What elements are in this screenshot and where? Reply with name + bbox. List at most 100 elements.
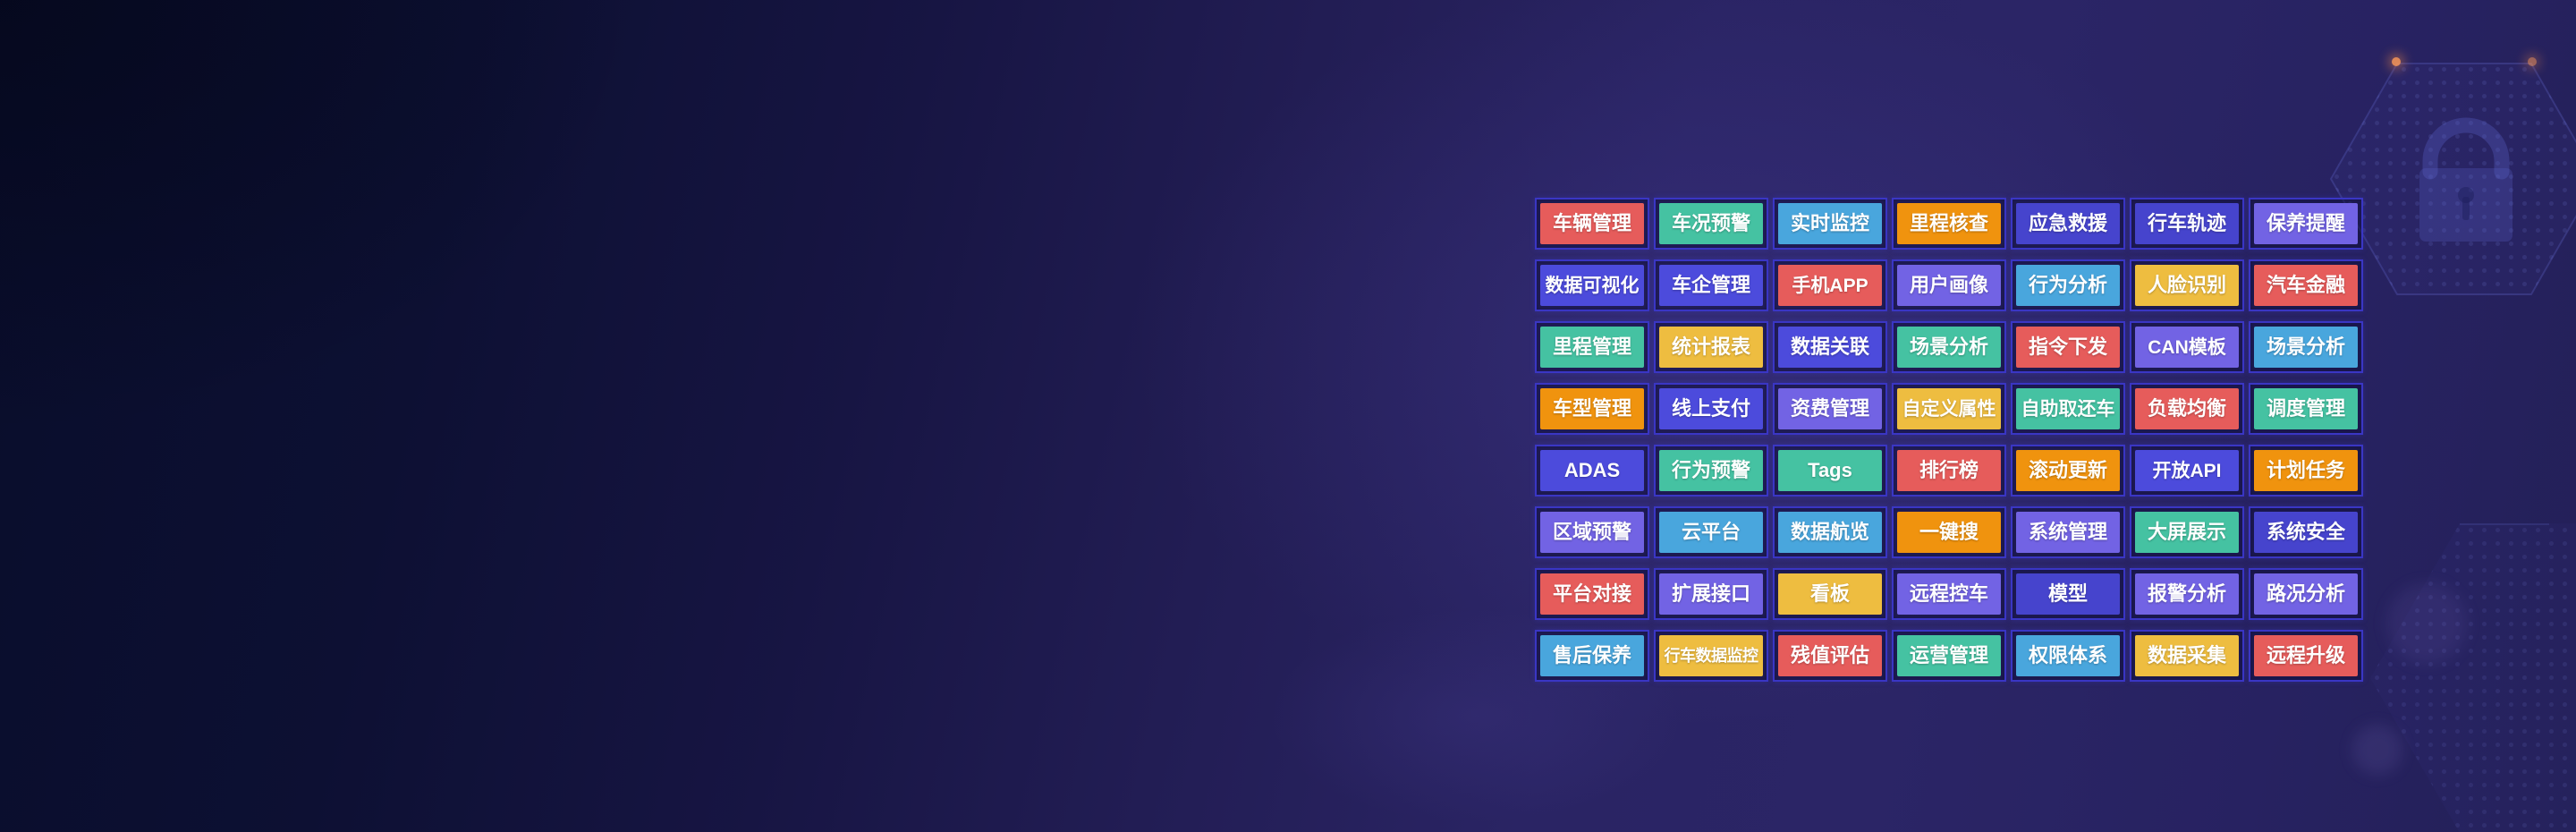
glow-dot-icon xyxy=(2392,57,2401,66)
feature-button[interactable]: 区域预警 xyxy=(1540,512,1644,553)
feature-cell: 车型管理 xyxy=(1535,383,1649,435)
feature-button[interactable]: 数据航览 xyxy=(1778,512,1882,553)
feature-cell: 自定义属性 xyxy=(1892,383,2006,435)
feature-cell: 模型 xyxy=(2011,568,2125,620)
feature-cell: 一键搜 xyxy=(1892,506,2006,558)
feature-cell: CAN模板 xyxy=(2130,321,2244,373)
feature-button[interactable]: 远程控车 xyxy=(1897,573,2001,615)
feature-button[interactable]: 滚动更新 xyxy=(2016,450,2120,491)
feature-cell: 运营管理 xyxy=(1892,630,2006,682)
feature-button[interactable]: ADAS xyxy=(1540,450,1644,491)
feature-cell: Tags xyxy=(1773,445,1887,497)
feature-cell: 用户画像 xyxy=(1892,259,2006,311)
feature-button[interactable]: 里程管理 xyxy=(1540,327,1644,368)
feature-cell: 权限体系 xyxy=(2011,630,2125,682)
feature-button[interactable]: 售后保养 xyxy=(1540,635,1644,676)
feature-button[interactable]: 人脸识别 xyxy=(2135,265,2239,306)
feature-button[interactable]: 车辆管理 xyxy=(1540,203,1644,244)
feature-button[interactable]: 自定义属性 xyxy=(1897,388,2001,429)
feature-button[interactable]: 用户画像 xyxy=(1897,265,2001,306)
feature-button[interactable]: 自助取还车 xyxy=(2016,388,2120,429)
feature-button[interactable]: 场景分析 xyxy=(2254,327,2358,368)
feature-cell: 场景分析 xyxy=(2249,321,2363,373)
feature-button[interactable]: 汽车金融 xyxy=(2254,265,2358,306)
feature-cell: 行为预警 xyxy=(1654,445,1768,497)
feature-button[interactable]: 数据关联 xyxy=(1778,327,1882,368)
feature-cell: 滚动更新 xyxy=(2011,445,2125,497)
feature-button[interactable]: 看板 xyxy=(1778,573,1882,615)
hexagon-pattern xyxy=(2330,63,2576,295)
feature-cell: 自助取还车 xyxy=(2011,383,2125,435)
feature-cell: 车企管理 xyxy=(1654,259,1768,311)
feature-cell: 路况分析 xyxy=(2249,568,2363,620)
feature-button[interactable]: CAN模板 xyxy=(2135,327,2239,368)
feature-button[interactable]: 云平台 xyxy=(1659,512,1763,553)
feature-cell: 区域预警 xyxy=(1535,506,1649,558)
feature-cell: ADAS xyxy=(1535,445,1649,497)
feature-cell: 云平台 xyxy=(1654,506,1768,558)
feature-button[interactable]: 运营管理 xyxy=(1897,635,2001,676)
feature-cell: 计划任务 xyxy=(2249,445,2363,497)
feature-cell: 场景分析 xyxy=(1892,321,2006,373)
feature-button[interactable]: 车型管理 xyxy=(1540,388,1644,429)
feature-cell: 远程控车 xyxy=(1892,568,2006,620)
feature-button[interactable]: 资费管理 xyxy=(1778,388,1882,429)
feature-cell: 指令下发 xyxy=(2011,321,2125,373)
feature-button[interactable]: 指令下发 xyxy=(2016,327,2120,368)
feature-cell: 系统安全 xyxy=(2249,506,2363,558)
feature-cell: 行车轨迹 xyxy=(2130,198,2244,250)
feature-button[interactable]: 残值评估 xyxy=(1778,635,1882,676)
feature-cell: 数据航览 xyxy=(1773,506,1887,558)
feature-button[interactable]: 线上支付 xyxy=(1659,388,1763,429)
feature-button[interactable]: 一键搜 xyxy=(1897,512,2001,553)
feature-button[interactable]: 数据采集 xyxy=(2135,635,2239,676)
feature-button[interactable]: Tags xyxy=(1778,450,1882,491)
feature-button[interactable]: 统计报表 xyxy=(1659,327,1763,368)
feature-button[interactable]: 系统安全 xyxy=(2254,512,2358,553)
feature-button[interactable]: 实时监控 xyxy=(1778,203,1882,244)
hexagon-pattern xyxy=(2370,523,2576,832)
feature-cell: 平台对接 xyxy=(1535,568,1649,620)
feature-button[interactable]: 车企管理 xyxy=(1659,265,1763,306)
feature-cell: 车况预警 xyxy=(1654,198,1768,250)
feature-cell: 售后保养 xyxy=(1535,630,1649,682)
feature-cell: 残值评估 xyxy=(1773,630,1887,682)
feature-button[interactable]: 场景分析 xyxy=(1897,327,2001,368)
feature-button[interactable]: 调度管理 xyxy=(2254,388,2358,429)
feature-button[interactable]: 负载均衡 xyxy=(2135,388,2239,429)
feature-button[interactable]: 路况分析 xyxy=(2254,573,2358,615)
feature-button[interactable]: 行为预警 xyxy=(1659,450,1763,491)
feature-button[interactable]: 平台对接 xyxy=(1540,573,1644,615)
feature-button[interactable]: 排行榜 xyxy=(1897,450,2001,491)
feature-cell: 系统管理 xyxy=(2011,506,2125,558)
feature-button[interactable]: 应急救援 xyxy=(2016,203,2120,244)
feature-button[interactable]: 行车轨迹 xyxy=(2135,203,2239,244)
feature-button[interactable]: 扩展接口 xyxy=(1659,573,1763,615)
feature-button[interactable]: 模型 xyxy=(2016,573,2120,615)
feature-cell: 车辆管理 xyxy=(1535,198,1649,250)
feature-button[interactable]: 远程升级 xyxy=(2254,635,2358,676)
feature-button[interactable]: 大屏展示 xyxy=(2135,512,2239,553)
feature-button[interactable]: 系统管理 xyxy=(2016,512,2120,553)
feature-button[interactable]: 数据可视化 xyxy=(1540,265,1644,306)
feature-button[interactable]: 报警分析 xyxy=(2135,573,2239,615)
feature-button[interactable]: 计划任务 xyxy=(2254,450,2358,491)
feature-cell: 远程升级 xyxy=(2249,630,2363,682)
feature-button[interactable]: 行车数据监控 xyxy=(1659,635,1763,676)
feature-cell: 实时监控 xyxy=(1773,198,1887,250)
feature-button[interactable]: 行为分析 xyxy=(2016,265,2120,306)
feature-cell: 汽车金融 xyxy=(2249,259,2363,311)
feature-cell: 保养提醒 xyxy=(2249,198,2363,250)
feature-grid: 车辆管理 车况预警 实时监控 里程核查 应急救援 行车轨迹 保养提醒数据可视化 车企管理 手机A… xyxy=(1535,198,2363,682)
feature-cell: 里程核查 xyxy=(1892,198,2006,250)
feature-button[interactable]: 手机APP xyxy=(1778,265,1882,306)
feature-cell: 负载均衡 xyxy=(2130,383,2244,435)
feature-button[interactable]: 开放API xyxy=(2135,450,2239,491)
feature-button[interactable]: 保养提醒 xyxy=(2254,203,2358,244)
feature-cell: 手机APP xyxy=(1773,259,1887,311)
feature-button[interactable]: 权限体系 xyxy=(2016,635,2120,676)
feature-cell: 应急救援 xyxy=(2011,198,2125,250)
feature-button[interactable]: 车况预警 xyxy=(1659,203,1763,244)
feature-button[interactable]: 里程核查 xyxy=(1897,203,2001,244)
